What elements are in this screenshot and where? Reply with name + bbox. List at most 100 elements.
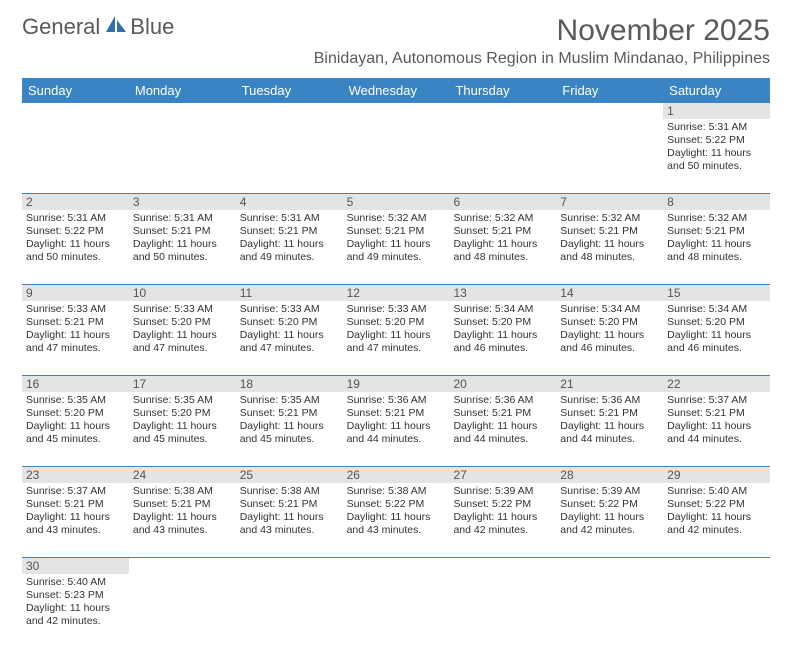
day-number <box>22 103 129 119</box>
day-cell: Sunrise: 5:39 AMSunset: 5:22 PMDaylight:… <box>449 483 556 557</box>
day-cell <box>343 574 450 648</box>
daylight-text-1: Daylight: 11 hours <box>667 511 766 524</box>
day-cell <box>236 119 343 193</box>
sunset-text: Sunset: 5:20 PM <box>453 316 552 329</box>
daynum-row: 30 <box>22 558 770 574</box>
day-number <box>129 103 236 119</box>
daylight-text-1: Daylight: 11 hours <box>667 329 766 342</box>
day-cell: Sunrise: 5:31 AMSunset: 5:22 PMDaylight:… <box>663 119 770 193</box>
daylight-text-1: Daylight: 11 hours <box>347 329 446 342</box>
day-number <box>236 103 343 119</box>
day-cell: Sunrise: 5:35 AMSunset: 5:20 PMDaylight:… <box>129 392 236 466</box>
day-number: 8 <box>663 194 770 210</box>
day-cell <box>449 119 556 193</box>
daylight-text-1: Daylight: 11 hours <box>453 329 552 342</box>
day-cell <box>663 574 770 648</box>
daylight-text-1: Daylight: 11 hours <box>453 238 552 251</box>
daylight-text-1: Daylight: 11 hours <box>26 238 125 251</box>
calendar: SundayMondayTuesdayWednesdayThursdayFrid… <box>22 78 770 648</box>
day-cell: Sunrise: 5:37 AMSunset: 5:21 PMDaylight:… <box>22 483 129 557</box>
daylight-text-1: Daylight: 11 hours <box>347 238 446 251</box>
sunset-text: Sunset: 5:21 PM <box>560 225 659 238</box>
sunrise-text: Sunrise: 5:36 AM <box>347 394 446 407</box>
day-cell: Sunrise: 5:35 AMSunset: 5:20 PMDaylight:… <box>22 392 129 466</box>
day-number <box>343 558 450 574</box>
logo: General Blue <box>22 14 174 40</box>
day-number: 3 <box>129 194 236 210</box>
sunrise-text: Sunrise: 5:38 AM <box>240 485 339 498</box>
day-header: Saturday <box>663 78 770 103</box>
day-number <box>129 558 236 574</box>
sunset-text: Sunset: 5:23 PM <box>26 589 125 602</box>
day-number: 13 <box>449 285 556 301</box>
sunset-text: Sunset: 5:20 PM <box>133 316 232 329</box>
day-number: 19 <box>343 376 450 392</box>
daylight-text-2: and 44 minutes. <box>667 433 766 446</box>
daylight-text-2: and 45 minutes. <box>133 433 232 446</box>
daylight-text-2: and 43 minutes. <box>133 524 232 537</box>
daylight-text-1: Daylight: 11 hours <box>133 329 232 342</box>
day-cell <box>129 574 236 648</box>
day-cell: Sunrise: 5:37 AMSunset: 5:21 PMDaylight:… <box>663 392 770 466</box>
day-number: 24 <box>129 467 236 483</box>
day-number <box>556 558 663 574</box>
sunrise-text: Sunrise: 5:32 AM <box>560 212 659 225</box>
sunrise-text: Sunrise: 5:37 AM <box>26 485 125 498</box>
sunset-text: Sunset: 5:21 PM <box>347 407 446 420</box>
sunset-text: Sunset: 5:21 PM <box>240 498 339 511</box>
sunrise-text: Sunrise: 5:33 AM <box>133 303 232 316</box>
sunrise-text: Sunrise: 5:37 AM <box>667 394 766 407</box>
day-number: 10 <box>129 285 236 301</box>
day-number: 20 <box>449 376 556 392</box>
sunrise-text: Sunrise: 5:34 AM <box>667 303 766 316</box>
daylight-text-2: and 42 minutes. <box>667 524 766 537</box>
day-cell: Sunrise: 5:36 AMSunset: 5:21 PMDaylight:… <box>556 392 663 466</box>
sunset-text: Sunset: 5:22 PM <box>667 134 766 147</box>
sunrise-text: Sunrise: 5:32 AM <box>347 212 446 225</box>
day-cell: Sunrise: 5:34 AMSunset: 5:20 PMDaylight:… <box>449 301 556 375</box>
day-number: 14 <box>556 285 663 301</box>
day-number: 16 <box>22 376 129 392</box>
day-cell <box>449 574 556 648</box>
daylight-text-1: Daylight: 11 hours <box>26 602 125 615</box>
week-row: Sunrise: 5:33 AMSunset: 5:21 PMDaylight:… <box>22 301 770 376</box>
sunrise-text: Sunrise: 5:31 AM <box>240 212 339 225</box>
daylight-text-1: Daylight: 11 hours <box>667 147 766 160</box>
daylight-text-2: and 42 minutes. <box>453 524 552 537</box>
daylight-text-2: and 49 minutes. <box>240 251 339 264</box>
daylight-text-2: and 43 minutes. <box>347 524 446 537</box>
sunrise-text: Sunrise: 5:32 AM <box>667 212 766 225</box>
sunrise-text: Sunrise: 5:34 AM <box>453 303 552 316</box>
sunset-text: Sunset: 5:22 PM <box>347 498 446 511</box>
week-row: Sunrise: 5:37 AM Sunset: 5:21 PM Daylight:… <box>22 483 770 558</box>
day-number: 25 <box>236 467 343 483</box>
day-number: 1 <box>663 103 770 119</box>
sunrise-text: Sunrise: 5:34 AM <box>560 303 659 316</box>
daylight-text-2: and 44 minutes. <box>453 433 552 446</box>
week-row: Sunrise: 5:35 AMSunset: 5:20 PMDaylight:… <box>22 392 770 467</box>
day-cell <box>129 119 236 193</box>
day-cell: Sunrise: 5:33 AMSunset: 5:20 PMDaylight:… <box>129 301 236 375</box>
day-cell: Sunrise: 5:31 AMSunset: 5:22 PMDaylight:… <box>22 210 129 284</box>
day-number: 23 <box>22 467 129 483</box>
sunrise-text: Sunrise: 5:39 AM <box>453 485 552 498</box>
daylight-text-2: and 47 minutes. <box>347 342 446 355</box>
week-row: Sunrise: 5:31 AMSunset: 5:22 PMDaylight:… <box>22 119 770 194</box>
daylight-text-1: Daylight: 11 hours <box>347 420 446 433</box>
daylight-text-1: Daylight: 11 hours <box>240 420 339 433</box>
daylight-text-1: Daylight: 11 hours <box>667 238 766 251</box>
daylight-text-2: and 44 minutes. <box>347 433 446 446</box>
day-cell: Sunrise: 5:32 AMSunset: 5:21 PMDaylight:… <box>449 210 556 284</box>
daylight-text-2: and 50 minutes. <box>667 160 766 173</box>
day-cell: Sunrise: 5:32 AMSunset: 5:21 PMDaylight:… <box>556 210 663 284</box>
day-number: 15 <box>663 285 770 301</box>
sunrise-text: Sunrise: 5:36 AM <box>560 394 659 407</box>
sunrise-text: Sunrise: 5:35 AM <box>133 394 232 407</box>
daylight-text-1: Daylight: 11 hours <box>26 329 125 342</box>
day-number: 2 <box>22 194 129 210</box>
daylight-text-2: and 50 minutes. <box>133 251 232 264</box>
day-cell: Sunrise: 5:32 AMSunset: 5:21 PMDaylight:… <box>663 210 770 284</box>
day-number: 4 <box>236 194 343 210</box>
sunset-text: Sunset: 5:21 PM <box>667 407 766 420</box>
sunrise-text: Sunrise: 5:38 AM <box>347 485 446 498</box>
